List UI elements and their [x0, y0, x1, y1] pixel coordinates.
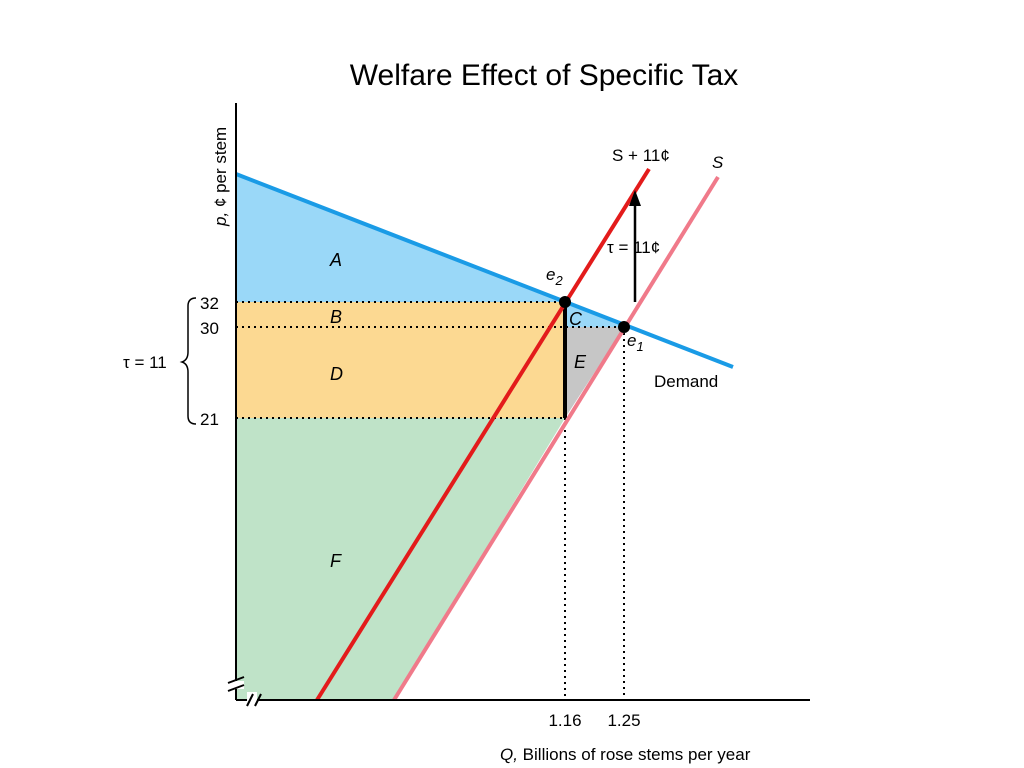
x-tick-116: 1.16: [548, 711, 581, 730]
demand-label: Demand: [654, 372, 718, 391]
supply-curve-s: [392, 175, 720, 702]
supply-tax-label: S + 11¢: [612, 146, 670, 165]
point-e2-label: e2: [546, 265, 563, 288]
y-tick-21: 21: [200, 410, 219, 429]
y-tick-32: 32: [200, 294, 219, 313]
region-d: [236, 327, 565, 418]
region-f: [236, 418, 565, 700]
chart-title: Welfare Effect of Specific Tax: [350, 59, 739, 92]
tax-arrow-label: τ = 11¢: [607, 238, 660, 257]
supply-curve-s-plus-tax: [315, 167, 651, 702]
tax-bracket-icon: [179, 297, 197, 425]
tax-arrow-icon: [629, 190, 641, 302]
y-axis-break-icon: [227, 676, 245, 692]
point-e1: [618, 321, 630, 333]
point-e1-label: e1: [627, 331, 644, 354]
y-axis-label: p, ¢ per stem: [211, 127, 230, 227]
region-e-label: E: [574, 352, 587, 372]
supply-label: S: [712, 153, 724, 172]
region-c-label: C: [569, 309, 583, 329]
region-f-label: F: [330, 551, 342, 571]
tax-bracket-label: τ = 11: [123, 353, 167, 372]
y-tick-30: 30: [200, 319, 219, 338]
region-b-label: B: [330, 307, 342, 327]
region-d-label: D: [330, 364, 343, 384]
point-e2: [559, 296, 571, 308]
demand-curve: [235, 172, 734, 369]
x-tick-125: 1.25: [607, 711, 640, 730]
region-b: [236, 302, 565, 327]
x-axis-label: Q, Billions of rose stems per year: [500, 745, 751, 764]
x-axis-break-icon: [246, 692, 262, 708]
region-a-label: A: [329, 250, 342, 270]
